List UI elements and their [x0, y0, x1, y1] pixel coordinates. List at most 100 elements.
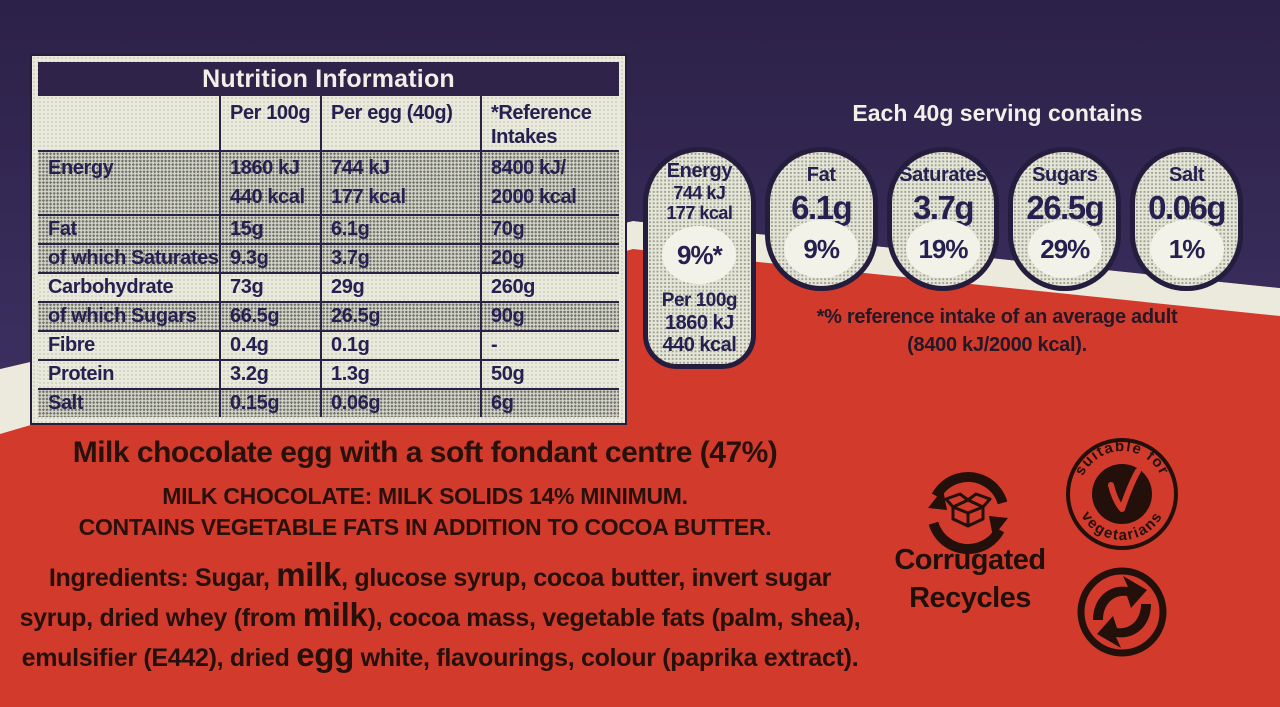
header-empty-cell [38, 96, 221, 150]
pill-energy-label: Energy [666, 160, 733, 182]
energy-ri-kj: 8400 kJ/ [491, 157, 566, 179]
footnote-line1: *% reference intake of an average adult [816, 306, 1178, 328]
product-description: Milk chocolate egg with a soft fondant c… [72, 436, 778, 469]
per-100g-title: Per 100g [661, 290, 738, 311]
sugars-per-100g: 66.5g [221, 303, 322, 330]
ingredients-line3: emulsifier (E442), dried egg white, flav… [0, 638, 880, 678]
pill-salt: Salt 0.06g 1% [1130, 147, 1243, 291]
footnote-line2: (8400 kJ/2000 kcal). [907, 334, 1087, 356]
column-header-reference-intakes: *Reference Intakes [482, 96, 619, 150]
pill-salt-percent: 1% [1149, 220, 1224, 278]
energy-per-100g-kj: 1860 kJ [230, 157, 300, 179]
pill-energy-percent: 9%* [662, 226, 737, 284]
pill-sugars-label: Sugars [1032, 164, 1098, 186]
pill-sugars-value: 26.5g [1026, 189, 1104, 226]
pill-fat-label: Fat [806, 164, 836, 186]
pill-energy-kj: 744 kJ [673, 183, 726, 203]
energy-per-100g: 1860 kJ 440 kcal [221, 152, 322, 214]
protein-reference-intake: 50g [491, 363, 525, 385]
saturates-reference-intake: 20g [491, 247, 525, 269]
pill-saturates-value: 3.7g [912, 189, 975, 226]
fibre-per-100g: 0.4g [221, 332, 322, 359]
energy-ri-kcal: 2000 kcal [491, 186, 577, 208]
ingredients-text: ), cocoa mass, vegetable fats (palm, she… [367, 604, 861, 632]
per-100g-kj: 1860 kJ [665, 312, 734, 334]
fat-label: Fat [38, 216, 221, 243]
energy-per-egg-kcal: 177 kcal [331, 186, 406, 208]
traffic-light-pills: Energy 744 kJ 177 kcal 9%* Per 100g 1860… [643, 147, 1243, 369]
allergen-egg: egg [296, 636, 354, 673]
table-row-energy: Energy 1860 kJ 440 kcal 744 kJ 177 kcal … [38, 150, 619, 214]
energy-per-egg-kj: 744 kJ [331, 157, 390, 179]
table-row-sugars: of which Sugars 66.5g 26.5g 90g [38, 301, 619, 330]
table-row-carbohydrate: Carbohydrate 73g 29g 260g [38, 272, 619, 301]
pill-salt-value: 0.06g [1148, 189, 1226, 226]
protein-per-100g: 3.2g [221, 361, 322, 388]
table-row-saturates: of which Saturates 9.3g 3.7g 20g [38, 243, 619, 272]
pill-saturates: Saturates 3.7g 19% [886, 147, 1000, 291]
allergen-milk: milk [276, 556, 342, 593]
carbohydrate-label: Carbohydrate [38, 274, 221, 301]
fibre-per-egg: 0.1g [322, 332, 482, 359]
protein-label: Protein [38, 361, 221, 388]
energy-per-100g-kcal: 440 kcal [230, 186, 305, 208]
sugars-label: of which Sugars [38, 303, 221, 330]
energy-reference-intake: 8400 kJ/ 2000 kcal [482, 152, 619, 214]
nutrition-table-title: Nutrition Information [38, 62, 619, 96]
per-100g-kcal: 440 kcal [662, 334, 737, 356]
pill-sugars-percent: 29% [1027, 220, 1102, 278]
nutrition-table: Nutrition Information Per 100g Per egg (… [30, 54, 627, 425]
ingredients-text: Ingredients: Sugar, [48, 564, 277, 592]
table-header-row: Per 100g Per egg (40g) *Reference Intake… [38, 96, 619, 150]
fibre-reference-intake: - [491, 334, 498, 356]
pill-energy-kcal: 177 kcal [666, 203, 733, 223]
ingredients-text: , glucose syrup, cocoa butter, invert su… [341, 564, 832, 592]
pill-saturates-label: Saturates [899, 164, 987, 186]
energy-label: Energy [38, 152, 221, 214]
ingredients-text: white, flavourings, colour (paprika extr… [353, 644, 859, 672]
table-row-fat: Fat 15g 6.1g 70g [38, 214, 619, 243]
pill-sugars: Sugars 26.5g 29% [1008, 147, 1122, 291]
saturates-per-egg: 3.7g [322, 245, 482, 272]
pill-fat-value: 6.1g [791, 189, 853, 226]
ingredients-list: Ingredients: Sugar, milk, glucose syrup,… [0, 558, 880, 678]
salt-per-100g: 0.15g [221, 390, 322, 417]
reference-intakes-line1: *Reference [491, 102, 592, 124]
column-header-per-100g: Per 100g [221, 96, 322, 150]
table-row-fibre: Fibre 0.4g 0.1g - [38, 330, 619, 359]
saturates-label: of which Saturates [38, 245, 221, 272]
ingredients-text: emulsifier (E442), dried [21, 644, 297, 672]
pill-energy: Energy 744 kJ 177 kcal 9%* Per 100g 1860… [643, 147, 756, 369]
column-header-per-egg: Per egg (40g) [322, 96, 482, 150]
ingredients-line1: Ingredients: Sugar, milk, glucose syrup,… [0, 558, 880, 598]
pill-fat-percent: 9% [784, 220, 859, 278]
sugars-reference-intake: 90g [491, 305, 525, 327]
protein-per-egg: 1.3g [322, 361, 482, 388]
green-dot-recycling-icon [1077, 567, 1167, 657]
vegetable-fats-statement: CONTAINS VEGETABLE FATS IN ADDITION TO C… [78, 514, 772, 540]
table-row-protein: Protein 3.2g 1.3g 50g [38, 359, 619, 388]
saturates-per-100g: 9.3g [221, 245, 322, 272]
pill-saturates-percent: 19% [905, 220, 980, 278]
pill-energy-per-100g: Per 100g 1860 kJ 440 kcal [648, 290, 751, 356]
carbohydrate-per-100g: 73g [221, 274, 322, 301]
corrugated-recycles-icon [927, 472, 1009, 554]
suitable-for-vegetarians-icon: suitable for vegetarians [1066, 438, 1178, 550]
reference-intake-footnote: *% reference intake of an average adult … [697, 303, 1280, 359]
allergen-milk: milk [302, 596, 368, 633]
pill-fat: Fat 6.1g 9% [764, 147, 878, 291]
carbohydrate-reference-intake: 260g [491, 276, 535, 298]
table-row-salt: Salt 0.15g 0.06g 6g [38, 388, 619, 417]
corrugated-recycles-label-line1: Corrugated [894, 544, 1046, 576]
ingredients-line2: syrup, dried whey (from milk), cocoa mas… [0, 598, 880, 638]
milk-chocolate-statement: MILK CHOCOLATE: MILK SOLIDS 14% MINIMUM. [162, 483, 688, 509]
fat-per-egg: 6.1g [322, 216, 482, 243]
sugars-per-egg: 26.5g [322, 303, 482, 330]
fibre-label: Fibre [38, 332, 221, 359]
carbohydrate-per-egg: 29g [322, 274, 482, 301]
reference-intakes-line2: Intakes [491, 126, 558, 148]
salt-reference-intake: 6g [491, 392, 514, 414]
serving-heading: Each 40g serving contains [852, 100, 1143, 126]
ingredients-text: syrup, dried whey (from [19, 604, 303, 632]
